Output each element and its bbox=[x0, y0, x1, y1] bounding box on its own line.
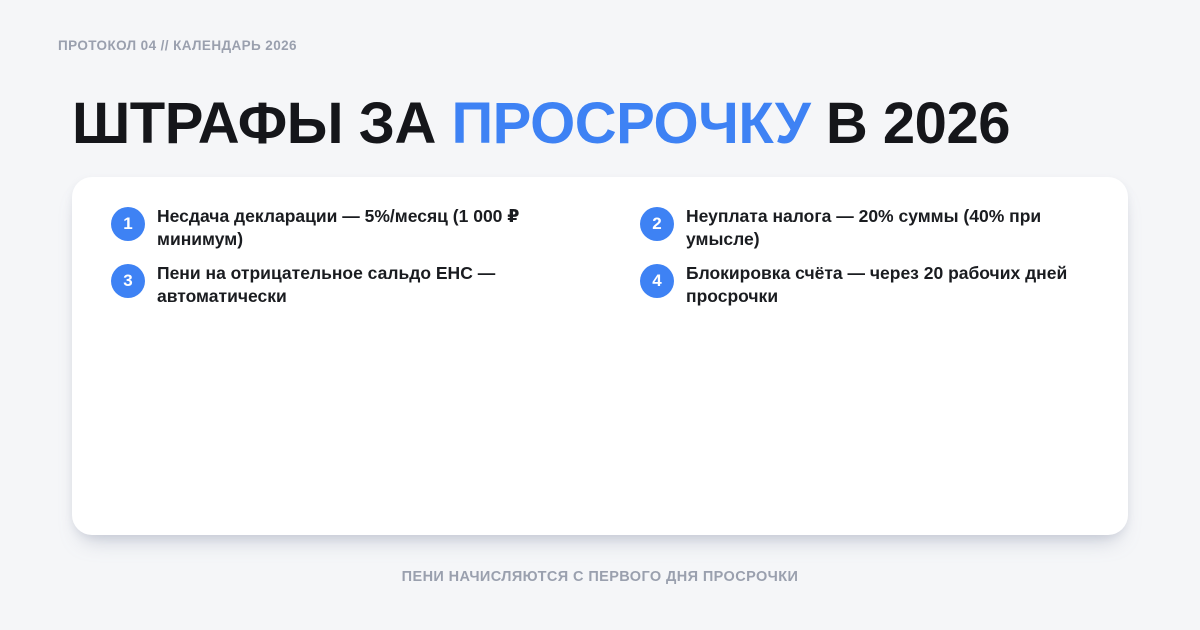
item-text: Блокировка счёта — через 20 рабочих дней… bbox=[686, 262, 1067, 308]
title-suffix: В 2026 bbox=[810, 90, 1011, 156]
item-number-badge: 1 bbox=[111, 207, 145, 241]
list-item-1: 1 Несдача декларации — 5%/месяц (1 000 ₽… bbox=[111, 205, 560, 251]
item-text-line: Несдача декларации — 5%/месяц (1 000 ₽ bbox=[157, 206, 520, 226]
item-text-line: автоматически bbox=[157, 286, 287, 306]
page-title: ШТРАФЫ ЗА ПРОСРОЧКУ В 2026 bbox=[72, 94, 1010, 153]
eyebrow-label: ПРОТОКОЛ 04 // КАЛЕНДАРЬ 2026 bbox=[58, 38, 297, 53]
item-text-line: Пени на отрицательное сальдо ЕНС — bbox=[157, 263, 496, 283]
item-number-badge: 4 bbox=[640, 264, 674, 298]
item-text-line: просрочки bbox=[686, 286, 779, 306]
title-prefix: ШТРАФЫ ЗА bbox=[72, 90, 452, 156]
item-text-line: Неуплата налога — 20% суммы (40% при bbox=[686, 206, 1042, 226]
item-text-line: минимум) bbox=[157, 229, 244, 249]
title-highlight: ПРОСРОЧКУ bbox=[451, 90, 811, 156]
item-text: Несдача декларации — 5%/месяц (1 000 ₽ м… bbox=[157, 205, 519, 251]
item-text-line: умысле) bbox=[686, 229, 760, 249]
list-item-4: 4 Блокировка счёта — через 20 рабочих дн… bbox=[640, 262, 1089, 308]
list-item-3: 3 Пени на отрицательное сальдо ЕНС — авт… bbox=[111, 262, 560, 308]
item-text: Пени на отрицательное сальдо ЕНС — автом… bbox=[157, 262, 495, 308]
item-text-line: Блокировка счёта — через 20 рабочих дней bbox=[686, 263, 1068, 283]
item-number-badge: 2 bbox=[640, 207, 674, 241]
item-number-badge: 3 bbox=[111, 264, 145, 298]
list-item-2: 2 Неуплата налога — 20% суммы (40% при у… bbox=[640, 205, 1089, 251]
footer-note: ПЕНИ НАЧИСЛЯЮТСЯ С ПЕРВОГО ДНЯ ПРОСРОЧКИ bbox=[401, 569, 799, 585]
penalties-card: 1 Несдача декларации — 5%/месяц (1 000 ₽… bbox=[72, 177, 1128, 535]
penalties-grid: 1 Несдача декларации — 5%/месяц (1 000 ₽… bbox=[72, 177, 1128, 336]
item-text: Неуплата налога — 20% суммы (40% при умы… bbox=[686, 205, 1041, 251]
